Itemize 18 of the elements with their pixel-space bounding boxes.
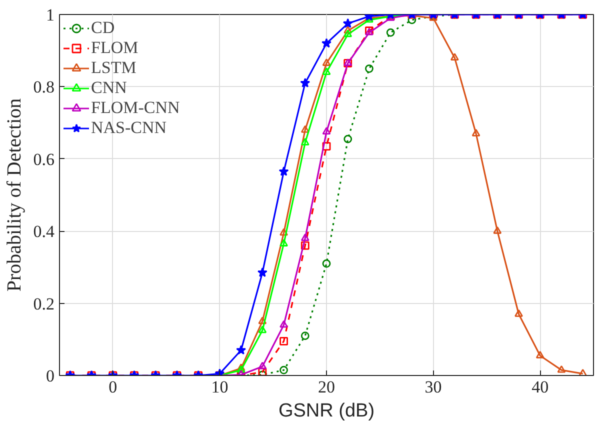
legend-label: LSTM	[91, 58, 136, 78]
x-axis-title: GSNR (dB)	[278, 400, 375, 422]
y-tick-label: 0.4	[33, 222, 55, 242]
legend-label: NAS-CNN	[91, 118, 167, 138]
x-tick-label: 40	[532, 378, 549, 396]
x-tick-label: 10	[211, 378, 228, 396]
x-tick-label: 30	[424, 378, 442, 396]
y-tick-label: 1	[46, 6, 54, 24]
legend-label: CD	[91, 18, 115, 38]
y-tick-label: 0.6	[33, 150, 54, 169]
x-tick-label: 0	[108, 378, 118, 396]
y-tick-label: 0.2	[33, 294, 54, 314]
legend-label: FLOM	[91, 38, 138, 58]
legend-label: FLOM-CNN	[91, 98, 180, 118]
legend-label: CNN	[91, 78, 127, 98]
y-axis-title: Probability of Detection	[3, 98, 26, 292]
x-tick-label: 20	[318, 378, 335, 396]
y-tick-label: 0.8	[33, 78, 54, 97]
